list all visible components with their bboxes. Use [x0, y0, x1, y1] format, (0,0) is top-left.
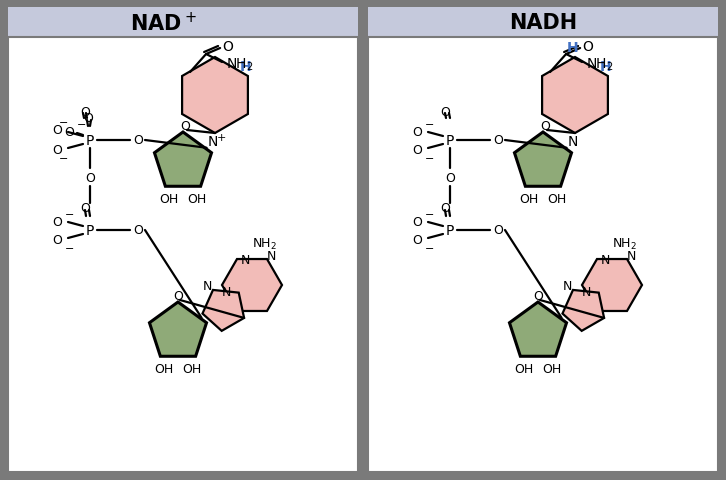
Text: NH$_2$: NH$_2$	[611, 236, 637, 251]
Text: +: +	[216, 133, 226, 143]
Bar	[8, 8, 358, 38]
Text: −: −	[425, 154, 435, 164]
Text: N: N	[266, 249, 276, 262]
Text: O: O	[52, 216, 62, 229]
Polygon shape	[515, 133, 571, 187]
Text: N: N	[582, 285, 591, 298]
Text: NAD$^+$: NAD$^+$	[130, 12, 196, 35]
Text: O: O	[133, 134, 143, 147]
Text: OH: OH	[187, 192, 206, 205]
Text: N: N	[208, 135, 219, 149]
Polygon shape	[222, 260, 282, 312]
Text: NADH: NADH	[509, 13, 577, 33]
Text: O: O	[583, 40, 594, 54]
Text: O: O	[64, 126, 74, 139]
Text: N: N	[203, 280, 212, 293]
Text: H: H	[240, 60, 252, 74]
Text: −: −	[60, 118, 69, 128]
Polygon shape	[510, 302, 566, 357]
Text: O: O	[493, 224, 503, 237]
Text: −: −	[65, 210, 75, 219]
Text: O: O	[83, 112, 93, 125]
Text: −: −	[60, 154, 69, 164]
Text: O: O	[180, 120, 190, 133]
Bar	[368, 8, 718, 472]
Text: O: O	[493, 134, 503, 147]
Text: OH: OH	[515, 362, 534, 375]
Text: O: O	[80, 202, 90, 215]
Text: N: N	[627, 249, 636, 262]
Text: −: −	[425, 210, 435, 219]
Polygon shape	[582, 260, 642, 312]
Text: OH: OH	[547, 192, 566, 205]
Text: NH$_2$: NH$_2$	[227, 57, 254, 73]
Text: O: O	[80, 105, 90, 118]
Text: N: N	[563, 280, 571, 293]
Text: O: O	[440, 202, 450, 215]
Text: P: P	[86, 134, 94, 148]
Text: O: O	[533, 289, 543, 302]
Text: O: O	[52, 144, 62, 157]
Text: −: −	[65, 243, 75, 253]
Text: O: O	[440, 105, 450, 118]
Text: OH: OH	[542, 362, 561, 375]
Text: NH$_2$: NH$_2$	[587, 57, 614, 73]
Text: H: H	[567, 41, 579, 55]
Text: −: −	[77, 120, 86, 130]
Text: O: O	[133, 224, 143, 237]
Text: N: N	[568, 135, 578, 149]
Text: P: P	[446, 224, 454, 238]
Polygon shape	[563, 290, 604, 331]
Text: O: O	[85, 172, 95, 185]
Text: O: O	[412, 144, 422, 157]
Text: −: −	[425, 243, 435, 253]
Polygon shape	[182, 58, 248, 134]
Text: O: O	[412, 126, 422, 139]
Text: P: P	[446, 134, 454, 148]
Polygon shape	[203, 290, 244, 331]
Text: N: N	[240, 253, 250, 266]
Bar	[368, 8, 718, 38]
Text: O: O	[223, 40, 234, 54]
Text: H: H	[600, 60, 612, 74]
Text: O: O	[52, 234, 62, 247]
Text: O: O	[540, 120, 550, 133]
Text: O: O	[445, 172, 455, 185]
Text: P: P	[86, 224, 94, 238]
Text: N: N	[600, 253, 610, 266]
Polygon shape	[155, 133, 211, 187]
Polygon shape	[542, 58, 608, 134]
Text: OH: OH	[520, 192, 539, 205]
Text: OH: OH	[155, 362, 174, 375]
Text: OH: OH	[182, 362, 201, 375]
Text: O: O	[173, 289, 183, 302]
Polygon shape	[150, 302, 206, 357]
Text: −: −	[425, 120, 435, 130]
Text: O: O	[52, 124, 62, 137]
Text: N: N	[221, 285, 231, 298]
Text: O: O	[412, 216, 422, 229]
Text: OH: OH	[160, 192, 179, 205]
Bar	[8, 8, 358, 472]
Text: O: O	[412, 234, 422, 247]
Text: NH$_2$: NH$_2$	[251, 236, 277, 251]
